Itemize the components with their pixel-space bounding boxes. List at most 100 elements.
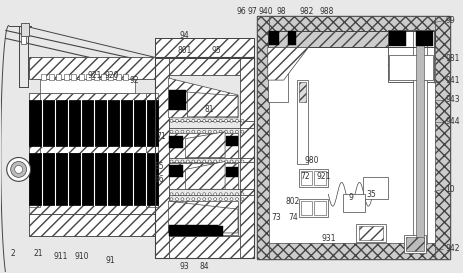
Bar xyxy=(29,204,157,214)
Bar xyxy=(300,171,313,185)
Circle shape xyxy=(192,160,195,163)
Circle shape xyxy=(225,119,227,122)
Circle shape xyxy=(203,193,206,196)
Circle shape xyxy=(219,160,222,163)
Circle shape xyxy=(170,130,173,133)
Bar xyxy=(155,236,254,258)
Circle shape xyxy=(208,160,211,163)
Bar xyxy=(389,55,432,80)
Bar xyxy=(299,199,328,217)
Text: 97: 97 xyxy=(248,7,258,16)
Bar xyxy=(108,74,113,80)
Polygon shape xyxy=(169,201,238,233)
Circle shape xyxy=(208,193,211,196)
Bar xyxy=(116,74,121,80)
Circle shape xyxy=(197,130,200,133)
Circle shape xyxy=(213,119,217,122)
Bar xyxy=(257,16,450,259)
Polygon shape xyxy=(268,47,308,80)
Text: 84: 84 xyxy=(200,262,209,271)
Text: 99: 99 xyxy=(445,16,455,25)
Circle shape xyxy=(7,158,31,181)
Bar xyxy=(64,74,69,80)
Text: 93: 93 xyxy=(180,262,189,271)
Text: 85: 85 xyxy=(155,162,164,171)
Bar xyxy=(363,177,388,199)
Text: 921: 921 xyxy=(88,71,102,80)
Bar xyxy=(343,194,365,212)
Circle shape xyxy=(11,162,26,177)
Circle shape xyxy=(203,130,206,133)
Circle shape xyxy=(187,130,189,133)
Bar xyxy=(296,80,308,164)
Circle shape xyxy=(230,198,233,201)
Circle shape xyxy=(197,198,200,201)
Text: 920: 920 xyxy=(105,71,119,80)
Circle shape xyxy=(219,198,222,201)
Bar xyxy=(29,214,157,236)
Bar xyxy=(226,136,238,146)
Bar xyxy=(79,74,84,80)
Bar xyxy=(388,31,433,82)
Circle shape xyxy=(219,193,222,196)
Text: 801: 801 xyxy=(177,46,192,55)
Bar xyxy=(269,31,279,45)
Bar xyxy=(29,100,157,146)
Bar xyxy=(169,165,183,177)
Bar xyxy=(434,16,450,259)
Text: 981: 981 xyxy=(445,54,460,63)
Circle shape xyxy=(187,198,189,201)
Circle shape xyxy=(203,160,206,163)
Text: 2: 2 xyxy=(10,249,15,258)
Circle shape xyxy=(170,160,173,163)
Circle shape xyxy=(225,160,227,163)
Circle shape xyxy=(197,119,200,122)
Bar xyxy=(169,226,223,236)
Text: 942: 942 xyxy=(445,244,460,253)
Circle shape xyxy=(175,130,178,133)
Circle shape xyxy=(241,198,244,201)
Bar xyxy=(268,31,434,47)
Circle shape xyxy=(192,130,195,133)
Circle shape xyxy=(187,193,189,196)
Circle shape xyxy=(181,119,184,122)
Circle shape xyxy=(197,193,200,196)
Bar xyxy=(257,16,269,259)
Bar xyxy=(169,90,187,110)
Circle shape xyxy=(175,198,178,201)
Bar xyxy=(257,243,450,259)
Circle shape xyxy=(241,119,244,122)
Text: 21: 21 xyxy=(34,249,43,258)
Circle shape xyxy=(208,119,211,122)
Circle shape xyxy=(241,193,244,196)
Text: 92: 92 xyxy=(130,76,139,85)
Text: 802: 802 xyxy=(285,197,300,206)
Text: 94: 94 xyxy=(180,31,189,40)
Bar xyxy=(29,214,157,236)
Text: 74: 74 xyxy=(289,213,299,222)
Polygon shape xyxy=(185,132,225,158)
Bar xyxy=(155,57,169,258)
Text: 910: 910 xyxy=(75,252,89,261)
Circle shape xyxy=(230,160,233,163)
Bar xyxy=(314,201,326,215)
Bar xyxy=(155,38,254,58)
Polygon shape xyxy=(169,133,238,158)
Bar xyxy=(288,31,295,45)
Text: 71: 71 xyxy=(157,132,166,141)
Circle shape xyxy=(219,130,222,133)
Bar xyxy=(416,31,432,46)
Circle shape xyxy=(208,130,211,133)
Circle shape xyxy=(219,119,222,122)
Bar xyxy=(42,74,46,80)
Circle shape xyxy=(192,198,195,201)
Circle shape xyxy=(213,193,217,196)
Bar xyxy=(146,93,157,207)
Circle shape xyxy=(187,119,189,122)
Bar xyxy=(94,74,99,80)
Bar xyxy=(240,57,254,258)
Bar xyxy=(299,82,307,102)
Circle shape xyxy=(181,160,184,163)
Circle shape xyxy=(192,193,195,196)
Text: 980: 980 xyxy=(304,156,319,165)
